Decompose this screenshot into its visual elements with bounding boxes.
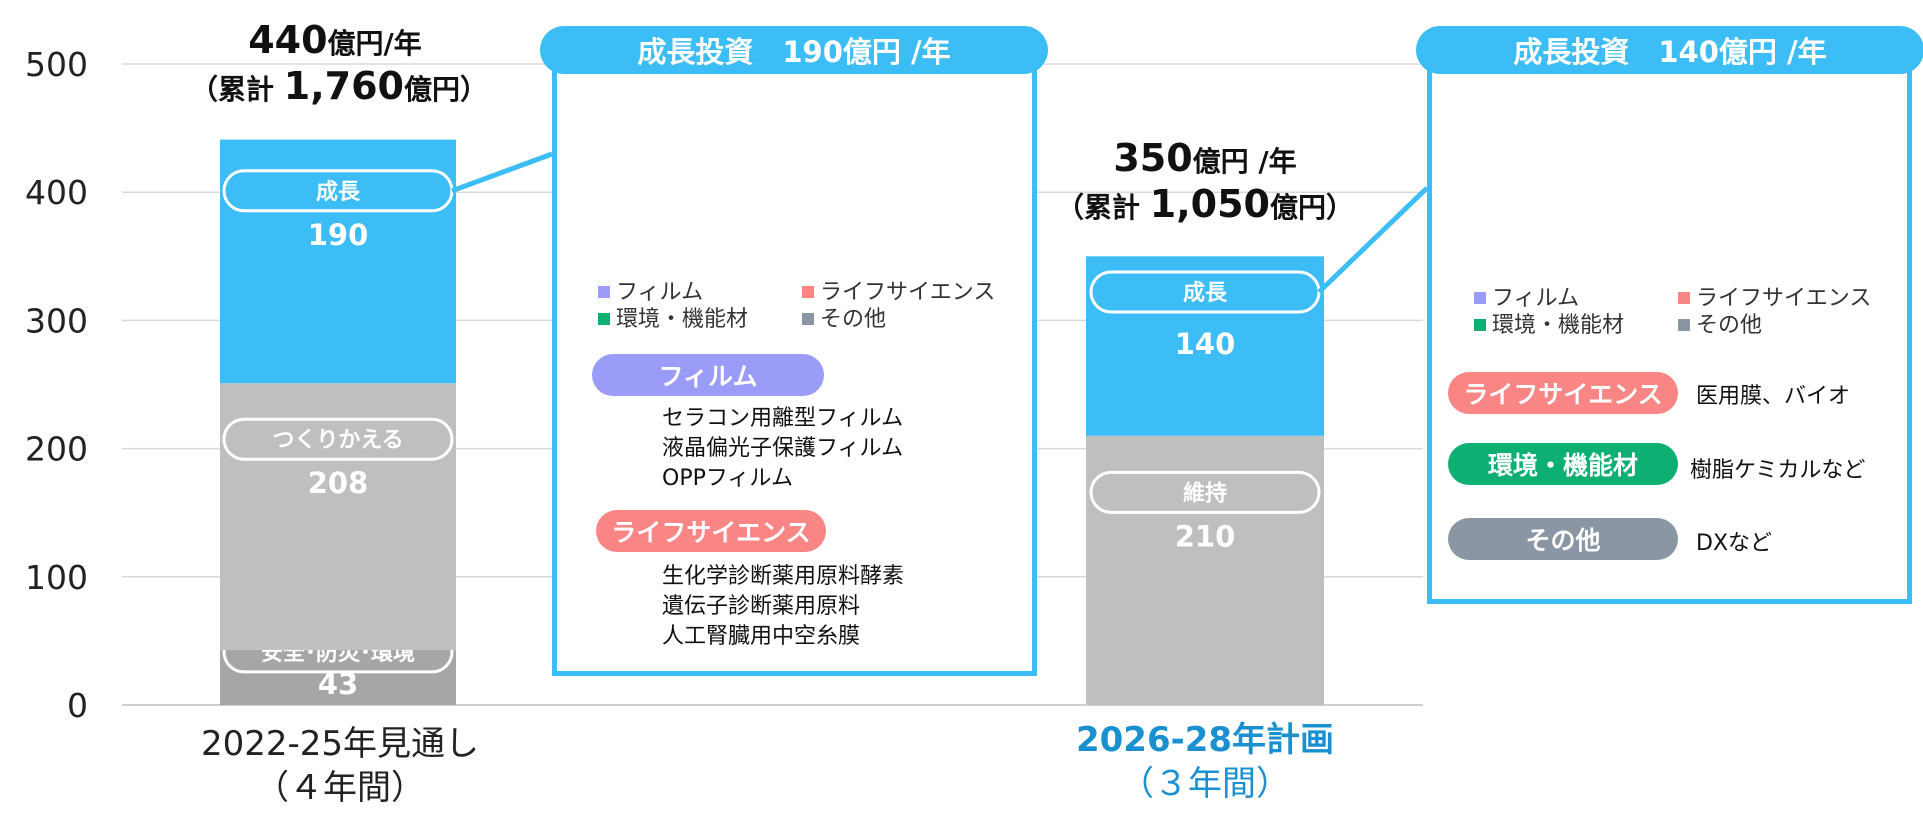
growth-investment-panel-2 — [1427, 56, 1912, 604]
legend-life: ライフサイエンス — [820, 280, 996, 305]
panel2-life-pill: ライフサイエンス — [1448, 372, 1678, 414]
y-tick-label: 500 — [25, 45, 88, 84]
legend-film: フィルム — [1492, 286, 1580, 311]
segment-value: 210 — [1175, 519, 1236, 553]
segment-value: 140 — [1175, 327, 1236, 361]
connector-line — [451, 151, 553, 194]
panel2-env-desc: 樹脂ケミカルなど — [1690, 458, 1866, 483]
y-tick-label: 200 — [25, 430, 88, 469]
legend-swatch — [1474, 292, 1486, 304]
segment-value: 208 — [308, 466, 369, 500]
panel1-film-list: セラコン用離型フィルム 液晶偏光子保護フィルム OPPフィルム — [662, 406, 904, 491]
segment-label-pill — [222, 417, 454, 461]
bar2-total: 350億円 /年 （累計 1,050億円） — [1056, 136, 1354, 226]
legend-swatch — [802, 313, 814, 325]
bar1-total: 440億円/年 （累計 1,760億円） — [190, 18, 488, 108]
bar-segment — [1086, 435, 1324, 705]
bar-segment — [220, 139, 456, 384]
y-tick-label: 300 — [25, 301, 88, 340]
y-tick-label: 100 — [25, 558, 88, 597]
x-label-bar2: 2026-28年計画 （３年間） — [1075, 720, 1335, 804]
segment-label-pill — [1089, 470, 1321, 514]
panel2-other-pill: その他 — [1448, 518, 1678, 560]
bar-segment — [1086, 256, 1324, 436]
bar-segment — [220, 383, 456, 650]
legend-other: その他 — [820, 307, 887, 332]
y-tick-label: 400 — [25, 173, 88, 212]
panel2-life-desc: 医用膜、バイオ — [1696, 384, 1851, 409]
legend-swatch — [1678, 319, 1690, 331]
legend-film: フィルム — [616, 280, 704, 305]
panel2-other-desc: DXなど — [1696, 531, 1773, 556]
segment-label: 成長 — [316, 180, 361, 205]
legend-env: 環境・機能材 — [616, 307, 749, 332]
panel1-film-pill: フィルム — [592, 354, 824, 396]
y-tick-label: 0 — [67, 686, 88, 725]
legend-other: その他 — [1696, 313, 1763, 338]
legend-swatch — [1678, 292, 1690, 304]
legend-swatch — [598, 286, 610, 298]
segment-value: 43 — [318, 667, 358, 701]
legend-swatch — [1474, 319, 1486, 331]
legend-swatch — [598, 313, 610, 325]
connector-line — [1317, 186, 1429, 294]
panel1-life-list: 生化学診断薬用原料酵素 遺伝子診断薬用原料 人工腎臓用中空糸膜 — [662, 564, 905, 649]
legend-swatch — [802, 286, 814, 298]
panel2-title: 成長投資 140億円 /年 — [1416, 26, 1923, 74]
legend-life: ライフサイエンス — [1696, 286, 1872, 311]
x-label-bar1: 2022-25年見通し （４年間） — [200, 724, 480, 808]
panel1-title: 成長投資 190億円 /年 — [540, 26, 1048, 74]
panel1-life-pill: ライフサイエンス — [596, 510, 826, 552]
bar-segment — [220, 649, 456, 705]
segment-label: 維持 — [1183, 480, 1227, 506]
segment-value: 190 — [308, 218, 369, 252]
panel2-env-pill: 環境・機能材 — [1448, 443, 1678, 485]
segment-label: つくりかえる — [272, 428, 403, 453]
segment-label: 成長 — [1183, 281, 1228, 306]
legend-env: 環境・機能材 — [1492, 313, 1625, 338]
